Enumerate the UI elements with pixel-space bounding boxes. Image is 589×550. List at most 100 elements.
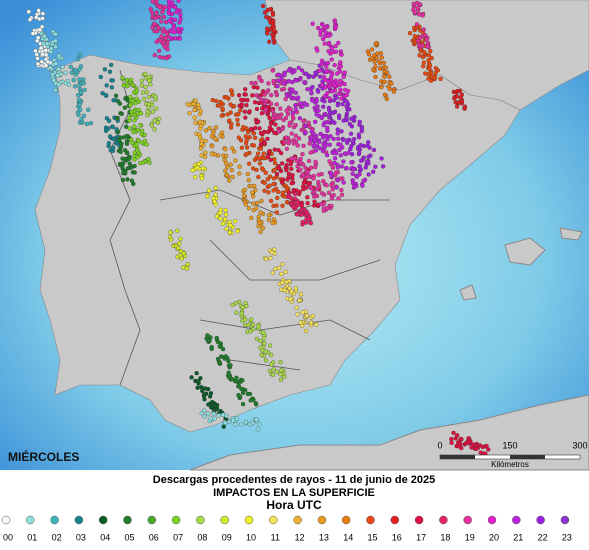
lightning-dot (247, 109, 252, 114)
lightning-dot (203, 150, 208, 155)
lightning-dot (258, 210, 263, 215)
lightning-dot (268, 7, 273, 12)
lightning-dot (139, 128, 145, 133)
lightning-dot (130, 140, 135, 145)
lightning-dot (311, 143, 316, 149)
lightning-dot (220, 221, 226, 226)
lightning-dot (218, 408, 223, 414)
lightning-dot (50, 72, 55, 77)
lightning-dot (258, 142, 264, 147)
lightning-dot (313, 148, 319, 153)
lightning-dot (238, 422, 244, 427)
lightning-dot (272, 147, 277, 152)
lightning-dot (316, 139, 322, 145)
lightning-dot (147, 78, 152, 83)
lightning-dot (301, 143, 306, 149)
legend: 00 01 02 03 04 05 06 07 08 09 10 11 12 13 14 15 16 17 18 19… (1, 515, 572, 542)
lightning-dot (316, 89, 321, 94)
lightning-dot (124, 134, 129, 139)
lightning-dot (343, 87, 348, 93)
lightning-dot (147, 74, 152, 80)
legend-swatch (147, 515, 157, 525)
lightning-dot (363, 165, 368, 170)
lightning-dot (76, 112, 81, 117)
lightning-dot (302, 80, 307, 85)
lightning-dot (421, 64, 426, 69)
lightning-dot (351, 167, 356, 172)
lightning-dot (145, 109, 150, 114)
lightning-dot (224, 95, 229, 100)
lightning-dot (292, 196, 298, 201)
lightning-dot (299, 212, 304, 217)
lightning-dot (199, 153, 204, 158)
lightning-dot (369, 47, 375, 52)
lightning-dot (40, 52, 45, 57)
lightning-dot (155, 120, 161, 125)
legend-swatch (439, 515, 448, 525)
lightning-dot (210, 144, 215, 149)
lightning-dot (268, 101, 274, 106)
lightning-dot (171, 26, 176, 32)
lightning-dot (157, 5, 162, 10)
lightning-dot (328, 134, 333, 139)
lightning-dot (264, 26, 270, 31)
lightning-dot (131, 129, 136, 134)
lightning-dot (267, 17, 272, 22)
lightning-dot (424, 37, 429, 42)
lightning-dot (311, 176, 316, 181)
lightning-dot (246, 322, 251, 327)
lightning-dot (154, 39, 159, 44)
lightning-dot (259, 198, 264, 204)
lightning-dot (228, 162, 233, 167)
lightning-dot (138, 123, 143, 128)
lightning-dot (146, 156, 151, 162)
lightning-dot (143, 71, 148, 77)
lightning-dot (285, 93, 290, 98)
lightning-dot (373, 74, 378, 80)
lightning-dot (458, 436, 463, 442)
lightning-dot (247, 135, 252, 140)
lightning-dot (115, 116, 120, 121)
lightning-dot (330, 187, 335, 192)
lightning-dot (276, 148, 281, 153)
lightning-dot (296, 136, 302, 141)
lightning-dot (231, 104, 237, 109)
lightning-dot (269, 92, 274, 98)
lightning-dot (199, 176, 205, 181)
lightning-dot (412, 10, 417, 15)
lightning-dot (257, 95, 263, 100)
lightning-dot (45, 59, 51, 65)
lightning-dot (428, 48, 433, 54)
lightning-dot (75, 57, 81, 62)
lightning-dot (270, 12, 276, 17)
lightning-dot (160, 10, 165, 15)
lightning-dot (349, 160, 354, 165)
lightning-dot (383, 65, 388, 70)
lightning-dot (237, 164, 242, 169)
lightning-dot (462, 104, 468, 109)
lightning-dot (287, 123, 292, 128)
lightning-dot (425, 44, 430, 49)
lightning-dot (275, 195, 280, 201)
lightning-dot (207, 126, 212, 131)
lightning-dot (76, 92, 81, 98)
lightning-dot (53, 61, 59, 66)
legend-label: 17 (416, 532, 426, 542)
lightning-dot (286, 141, 291, 146)
lightning-dot (193, 98, 198, 103)
legend-label: 03 (76, 532, 86, 542)
lightning-dot (143, 84, 148, 90)
lightning-dot (348, 131, 354, 136)
lightning-dot (308, 150, 313, 155)
lightning-dot (72, 84, 78, 89)
lightning-dot (210, 97, 215, 103)
lightning-dot (357, 164, 362, 169)
lightning-dot (324, 64, 329, 69)
lightning-dot (238, 138, 244, 143)
lightning-dot (127, 126, 132, 131)
lightning-dot (308, 184, 313, 190)
lightning-dot (179, 256, 184, 261)
lightning-dot (288, 107, 293, 112)
lightning-dot (103, 92, 108, 98)
lightning-dot (181, 251, 186, 256)
